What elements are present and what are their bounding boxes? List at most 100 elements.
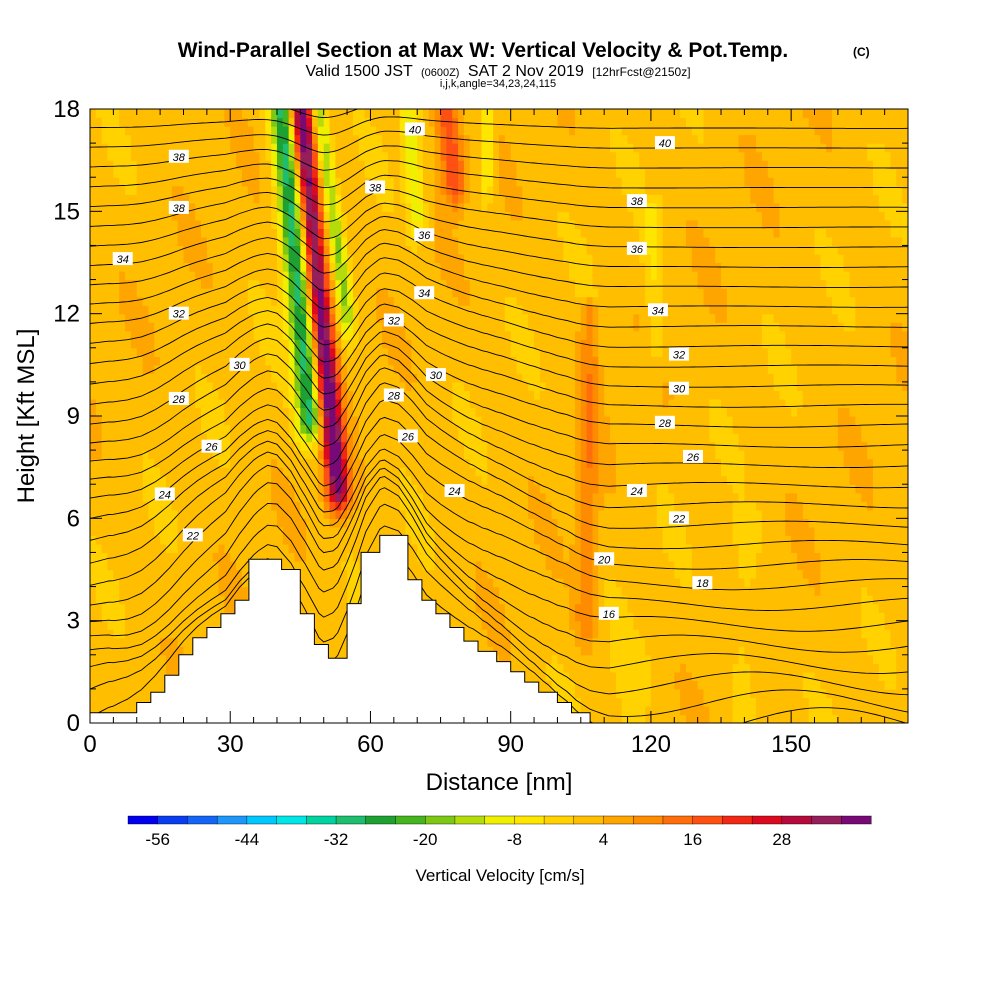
velocity-cell	[206, 620, 214, 630]
velocity-cell	[347, 151, 354, 161]
velocity-cell	[90, 177, 97, 187]
velocity-cell	[101, 705, 109, 716]
velocity-cell	[300, 211, 307, 221]
velocity-cell	[487, 177, 494, 187]
velocity-cell	[171, 296, 179, 306]
velocity-cell	[148, 109, 155, 119]
velocity-cell	[469, 330, 477, 340]
velocity-cell	[405, 364, 412, 374]
velocity-cell	[347, 441, 354, 451]
velocity-cell	[469, 416, 477, 426]
velocity-cell	[201, 509, 208, 519]
velocity-cell	[317, 407, 325, 417]
velocity-cell	[440, 569, 448, 579]
velocity-cell	[90, 688, 97, 699]
velocity-cell	[218, 177, 225, 187]
velocity-cell	[142, 433, 150, 443]
velocity-cell	[329, 168, 336, 178]
velocity-cell	[440, 552, 448, 562]
velocity-cell	[288, 177, 296, 187]
velocity-cell	[382, 228, 389, 238]
velocity-cell	[253, 279, 261, 289]
velocity-cell	[399, 168, 407, 178]
velocity-cell	[271, 219, 278, 229]
velocity-cell	[154, 680, 161, 690]
velocity-cell	[253, 356, 261, 366]
velocity-cell	[440, 117, 448, 127]
velocity-cell	[271, 484, 278, 494]
velocity-cell	[481, 475, 488, 485]
velocity-cell	[224, 578, 231, 588]
velocity-cell	[306, 364, 313, 374]
velocity-cell	[440, 228, 448, 238]
velocity-cell	[335, 620, 342, 630]
velocity-cell	[154, 424, 161, 434]
velocity-cell	[288, 126, 296, 136]
velocity-cell	[148, 612, 155, 622]
velocity-cell	[288, 313, 296, 323]
velocity-cell	[101, 296, 109, 306]
velocity-cell	[294, 117, 301, 127]
velocity-cell	[399, 202, 407, 212]
velocity-cell	[247, 245, 255, 255]
velocity-cell	[236, 424, 243, 434]
velocity-cell	[323, 416, 331, 426]
velocity-cell	[341, 236, 348, 247]
velocity-cell	[177, 569, 185, 579]
velocity-cell	[125, 603, 132, 613]
velocity-cell	[113, 578, 120, 588]
velocity-cell	[335, 424, 342, 434]
velocity-cell	[212, 603, 220, 613]
velocity-cell	[183, 109, 190, 119]
velocity-cell	[212, 253, 220, 264]
velocity-cell	[347, 552, 354, 562]
velocity-cell	[423, 458, 430, 468]
velocity-cell	[463, 211, 471, 221]
velocity-cell	[160, 177, 167, 187]
velocity-cell	[317, 424, 325, 434]
velocity-cell	[376, 492, 383, 502]
velocity-cell	[405, 262, 412, 272]
velocity-cell	[382, 185, 389, 195]
velocity-cell	[183, 211, 190, 221]
velocity-cell	[405, 194, 412, 204]
velocity-cell	[347, 245, 354, 255]
velocity-cell	[148, 245, 155, 255]
velocity-cell	[218, 526, 225, 536]
velocity-cell	[323, 228, 331, 238]
velocity-cell	[405, 151, 412, 161]
velocity-cell	[148, 228, 155, 238]
velocity-cell	[101, 151, 109, 161]
velocity-cell	[282, 492, 290, 502]
velocity-cell	[434, 305, 442, 315]
velocity-cell	[253, 168, 261, 178]
velocity-cell	[259, 373, 266, 383]
velocity-cell	[95, 612, 103, 622]
velocity-cell	[247, 450, 255, 460]
velocity-cell	[206, 322, 214, 332]
velocity-cell	[446, 202, 453, 212]
velocity-cell	[458, 279, 465, 289]
velocity-cell	[370, 151, 377, 161]
velocity-cell	[358, 526, 366, 536]
velocity-cell	[195, 236, 202, 247]
velocity-cell	[440, 416, 448, 426]
velocity-cell	[171, 441, 179, 451]
velocity-cell	[376, 219, 383, 229]
velocity-cell	[428, 219, 436, 229]
velocity-cell	[452, 109, 459, 119]
velocity-cell	[247, 467, 255, 477]
velocity-cell	[265, 117, 272, 127]
velocity-cell	[352, 134, 360, 144]
velocity-cell	[300, 168, 307, 178]
velocity-cell	[113, 339, 120, 349]
velocity-cell	[90, 381, 97, 392]
velocity-cell	[230, 347, 237, 357]
velocity-cell	[387, 262, 395, 272]
velocity-cell	[177, 228, 185, 238]
velocity-cell	[458, 126, 465, 136]
velocity-cell	[95, 441, 103, 451]
velocity-cell	[183, 134, 190, 144]
velocity-cell	[195, 211, 202, 221]
velocity-cell	[276, 271, 284, 281]
